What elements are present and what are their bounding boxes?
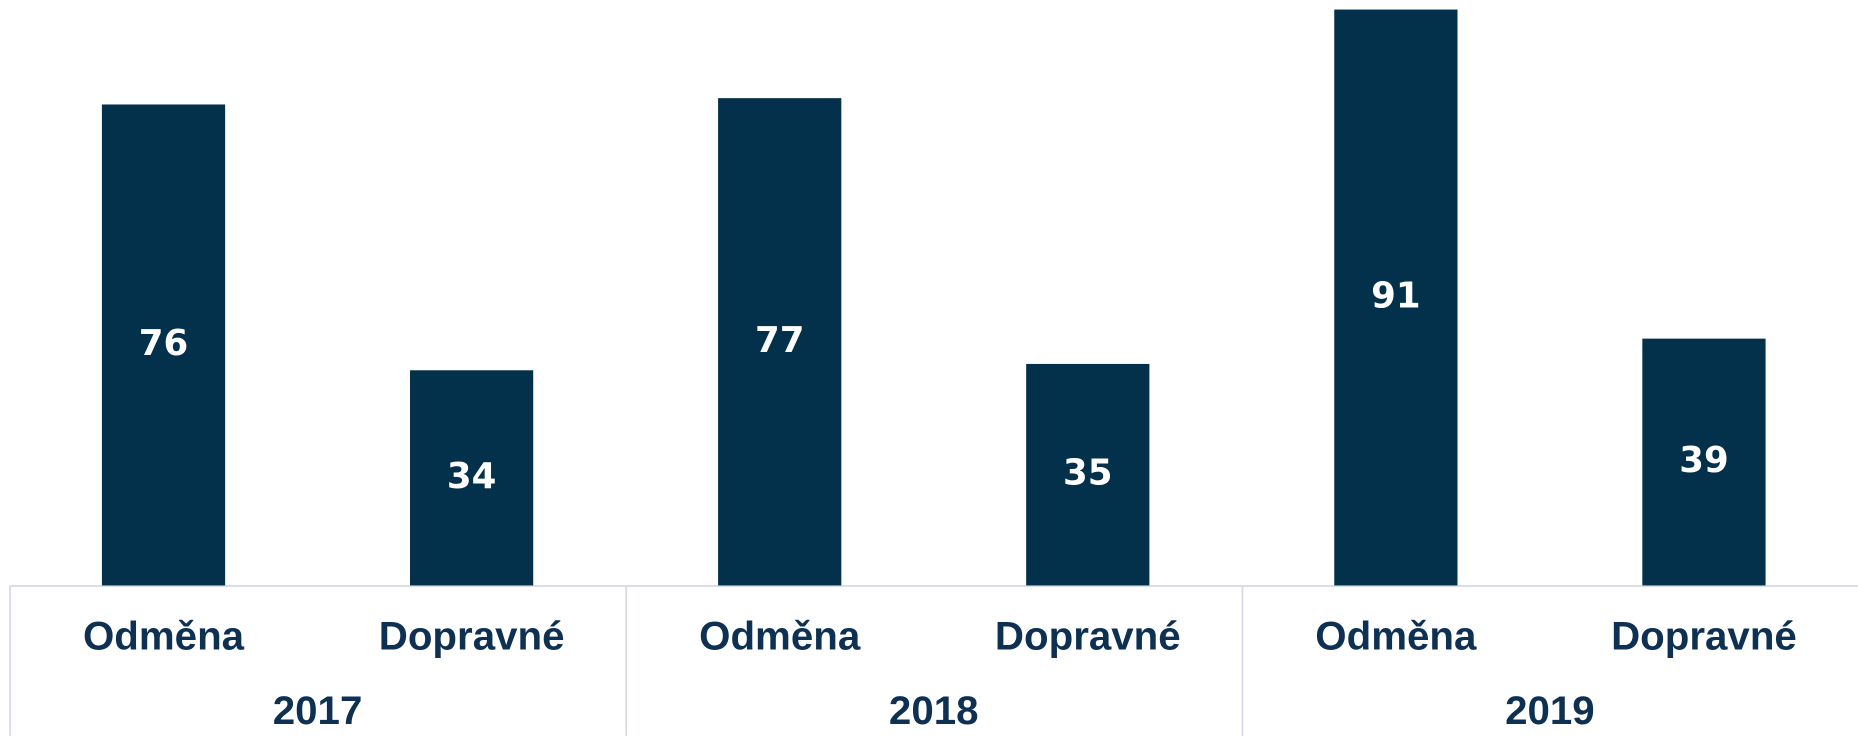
value-label: 91 bbox=[1371, 275, 1420, 316]
x-tick-label: Odměna bbox=[699, 613, 861, 658]
x-tick-label: Odměna bbox=[1315, 613, 1477, 658]
group-label: 2017 bbox=[273, 688, 363, 733]
group-label: 2019 bbox=[1505, 688, 1595, 733]
x-tick-label: Dopravné bbox=[995, 613, 1181, 658]
value-label: 77 bbox=[755, 320, 804, 361]
x-tick-label: Odměna bbox=[83, 613, 245, 658]
bar bbox=[718, 98, 842, 586]
value-label: 39 bbox=[1679, 440, 1728, 481]
bar bbox=[1334, 9, 1458, 586]
bar bbox=[1642, 338, 1766, 586]
value-label: 34 bbox=[447, 456, 496, 497]
x-tick-label: Dopravné bbox=[379, 613, 565, 658]
bar bbox=[101, 104, 226, 586]
group-label: 2018 bbox=[889, 688, 979, 733]
bar bbox=[1026, 363, 1150, 586]
bar bbox=[409, 370, 534, 586]
value-label: 76 bbox=[139, 323, 188, 364]
x-tick-label: Dopravné bbox=[1611, 613, 1797, 658]
value-label: 35 bbox=[1063, 453, 1112, 494]
